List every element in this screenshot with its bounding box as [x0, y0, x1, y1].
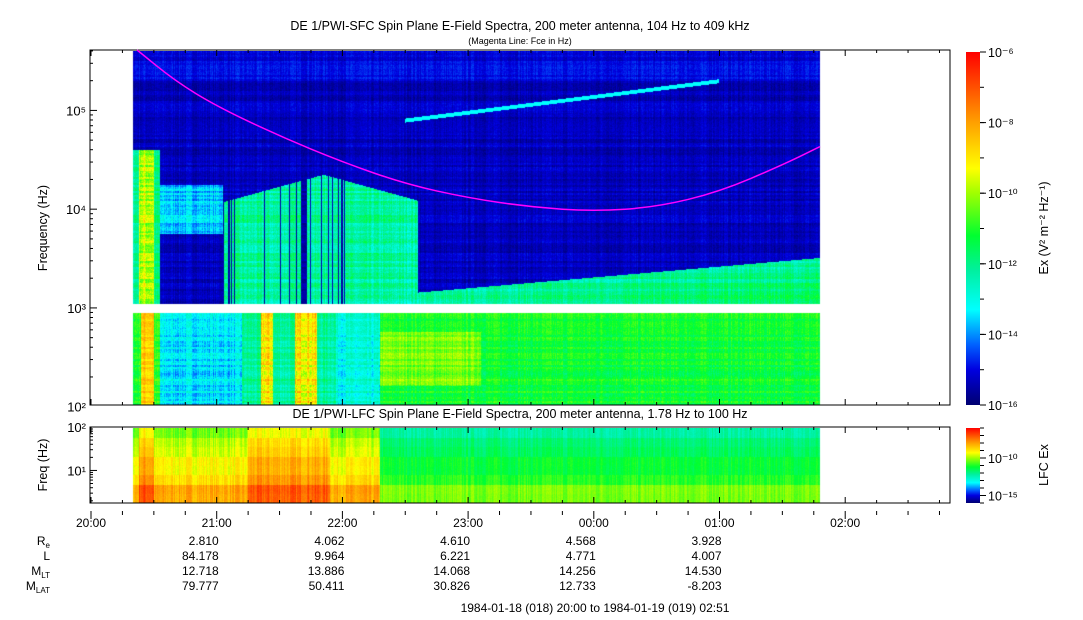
x-tick-label: 01:00 — [704, 516, 734, 530]
lfc-colorbar-tick-label: 10⁻¹⁰ — [988, 452, 1018, 466]
ephemeris-value: 14.068 — [433, 564, 470, 578]
ephemeris-row-label: MLT — [31, 564, 50, 580]
ephemeris-value: 4.062 — [314, 534, 344, 548]
ephemeris-value: 14.530 — [685, 564, 722, 578]
lfc-spectrogram — [91, 428, 950, 503]
fce-line — [136, 49, 821, 212]
ephemeris-value: 4.568 — [566, 534, 596, 548]
ephemeris-value: 30.826 — [433, 579, 470, 593]
sfc-title: DE 1/PWI-SFC Spin Plane E-Field Spectra,… — [290, 19, 749, 33]
ephemeris-label-main: R — [37, 534, 46, 548]
ephemeris-label-main: M — [31, 564, 41, 578]
ephemeris-value: 50.411 — [309, 579, 345, 593]
sfc-colorbar-tick-label: 10⁻⁸ — [988, 117, 1014, 131]
ephemeris-value: 14.256 — [559, 564, 596, 578]
sfc-ylabel: Frequency (Hz) — [36, 185, 50, 271]
x-tick-label: 20:00 — [76, 516, 106, 530]
ephemeris-value: 4.007 — [691, 549, 721, 563]
sfc-colorbar-tick-label: 10⁻¹⁶ — [988, 399, 1018, 413]
ephemeris-value: 3.928 — [691, 534, 721, 548]
lfc-plot-frame — [89, 426, 951, 504]
lfc-colorbar-label: LFC Ex — [1037, 443, 1051, 485]
sfc-ytick-label: 10² — [67, 400, 86, 415]
footer-time-range: 1984-01-18 (018) 20:00 to 1984-01-19 (01… — [461, 601, 730, 615]
x-tick-label: 00:00 — [579, 516, 609, 530]
sfc-ytick-label: 10⁴ — [66, 202, 86, 217]
ephemeris-label-sub: LAT — [36, 586, 50, 595]
x-tick-label: 22:00 — [327, 516, 357, 530]
lfc-ylabel: Freq (Hz) — [36, 439, 50, 492]
ephemeris-value: 9.964 — [314, 549, 344, 563]
ephemeris-value: 79.777 — [182, 579, 219, 593]
ephemeris-value: 84.178 — [182, 549, 219, 563]
sfc-colorbar-tick-label: 10⁻⁶ — [988, 46, 1014, 60]
lfc-ytick-label: 10¹ — [67, 463, 86, 478]
ephemeris-value: 6.221 — [440, 549, 470, 563]
ephemeris-label-sub: e — [46, 541, 51, 550]
sfc-ytick-label: 10⁵ — [66, 103, 86, 118]
sfc-colorbar-tick-label: 10⁻¹⁰ — [988, 187, 1018, 201]
sfc-colorbar-label: Ex (V² m⁻² Hz⁻¹) — [1037, 181, 1051, 274]
sfc-subtitle: (Magenta Line: Fce in Hz) — [468, 36, 572, 46]
lfc-colorbar — [966, 428, 980, 503]
ephemeris-value: -8.203 — [687, 579, 721, 593]
ephemeris-value: 2.810 — [189, 534, 219, 548]
lfc-title: DE 1/PWI-LFC Spin Plane E-Field Spectra,… — [292, 407, 747, 421]
sfc-plot-frame — [89, 49, 951, 406]
ephemeris-row-label: MLAT — [26, 579, 50, 595]
sfc-colorbar-tick-label: 10⁻¹² — [988, 258, 1017, 272]
ephemeris-value: 13.886 — [308, 564, 345, 578]
x-tick-label: 02:00 — [830, 516, 860, 530]
lfc-colorbar-tick-label: 10⁻¹⁵ — [988, 490, 1018, 504]
ephemeris-value: 4.610 — [440, 534, 470, 548]
ephemeris-value: 12.718 — [182, 564, 219, 578]
sfc-colorbar-tick-label: 10⁻¹⁴ — [988, 328, 1018, 342]
sfc-spectrogram — [91, 51, 950, 405]
lfc-ytick-label: 10² — [67, 420, 86, 435]
ephemeris-row-label: L — [43, 549, 50, 563]
ephemeris-label-main: M — [26, 579, 36, 593]
x-tick-label: 21:00 — [202, 516, 232, 530]
ephemeris-value: 12.733 — [559, 579, 596, 593]
ephemeris-label-sub: LT — [41, 571, 50, 580]
sfc-ytick-label: 10³ — [67, 301, 86, 316]
ephemeris-label-main: L — [43, 549, 50, 563]
ephemeris-value: 4.771 — [566, 549, 596, 563]
x-tick-label: 23:00 — [453, 516, 483, 530]
sfc-colorbar — [966, 52, 980, 405]
ephemeris-row-label: Re — [37, 534, 51, 550]
